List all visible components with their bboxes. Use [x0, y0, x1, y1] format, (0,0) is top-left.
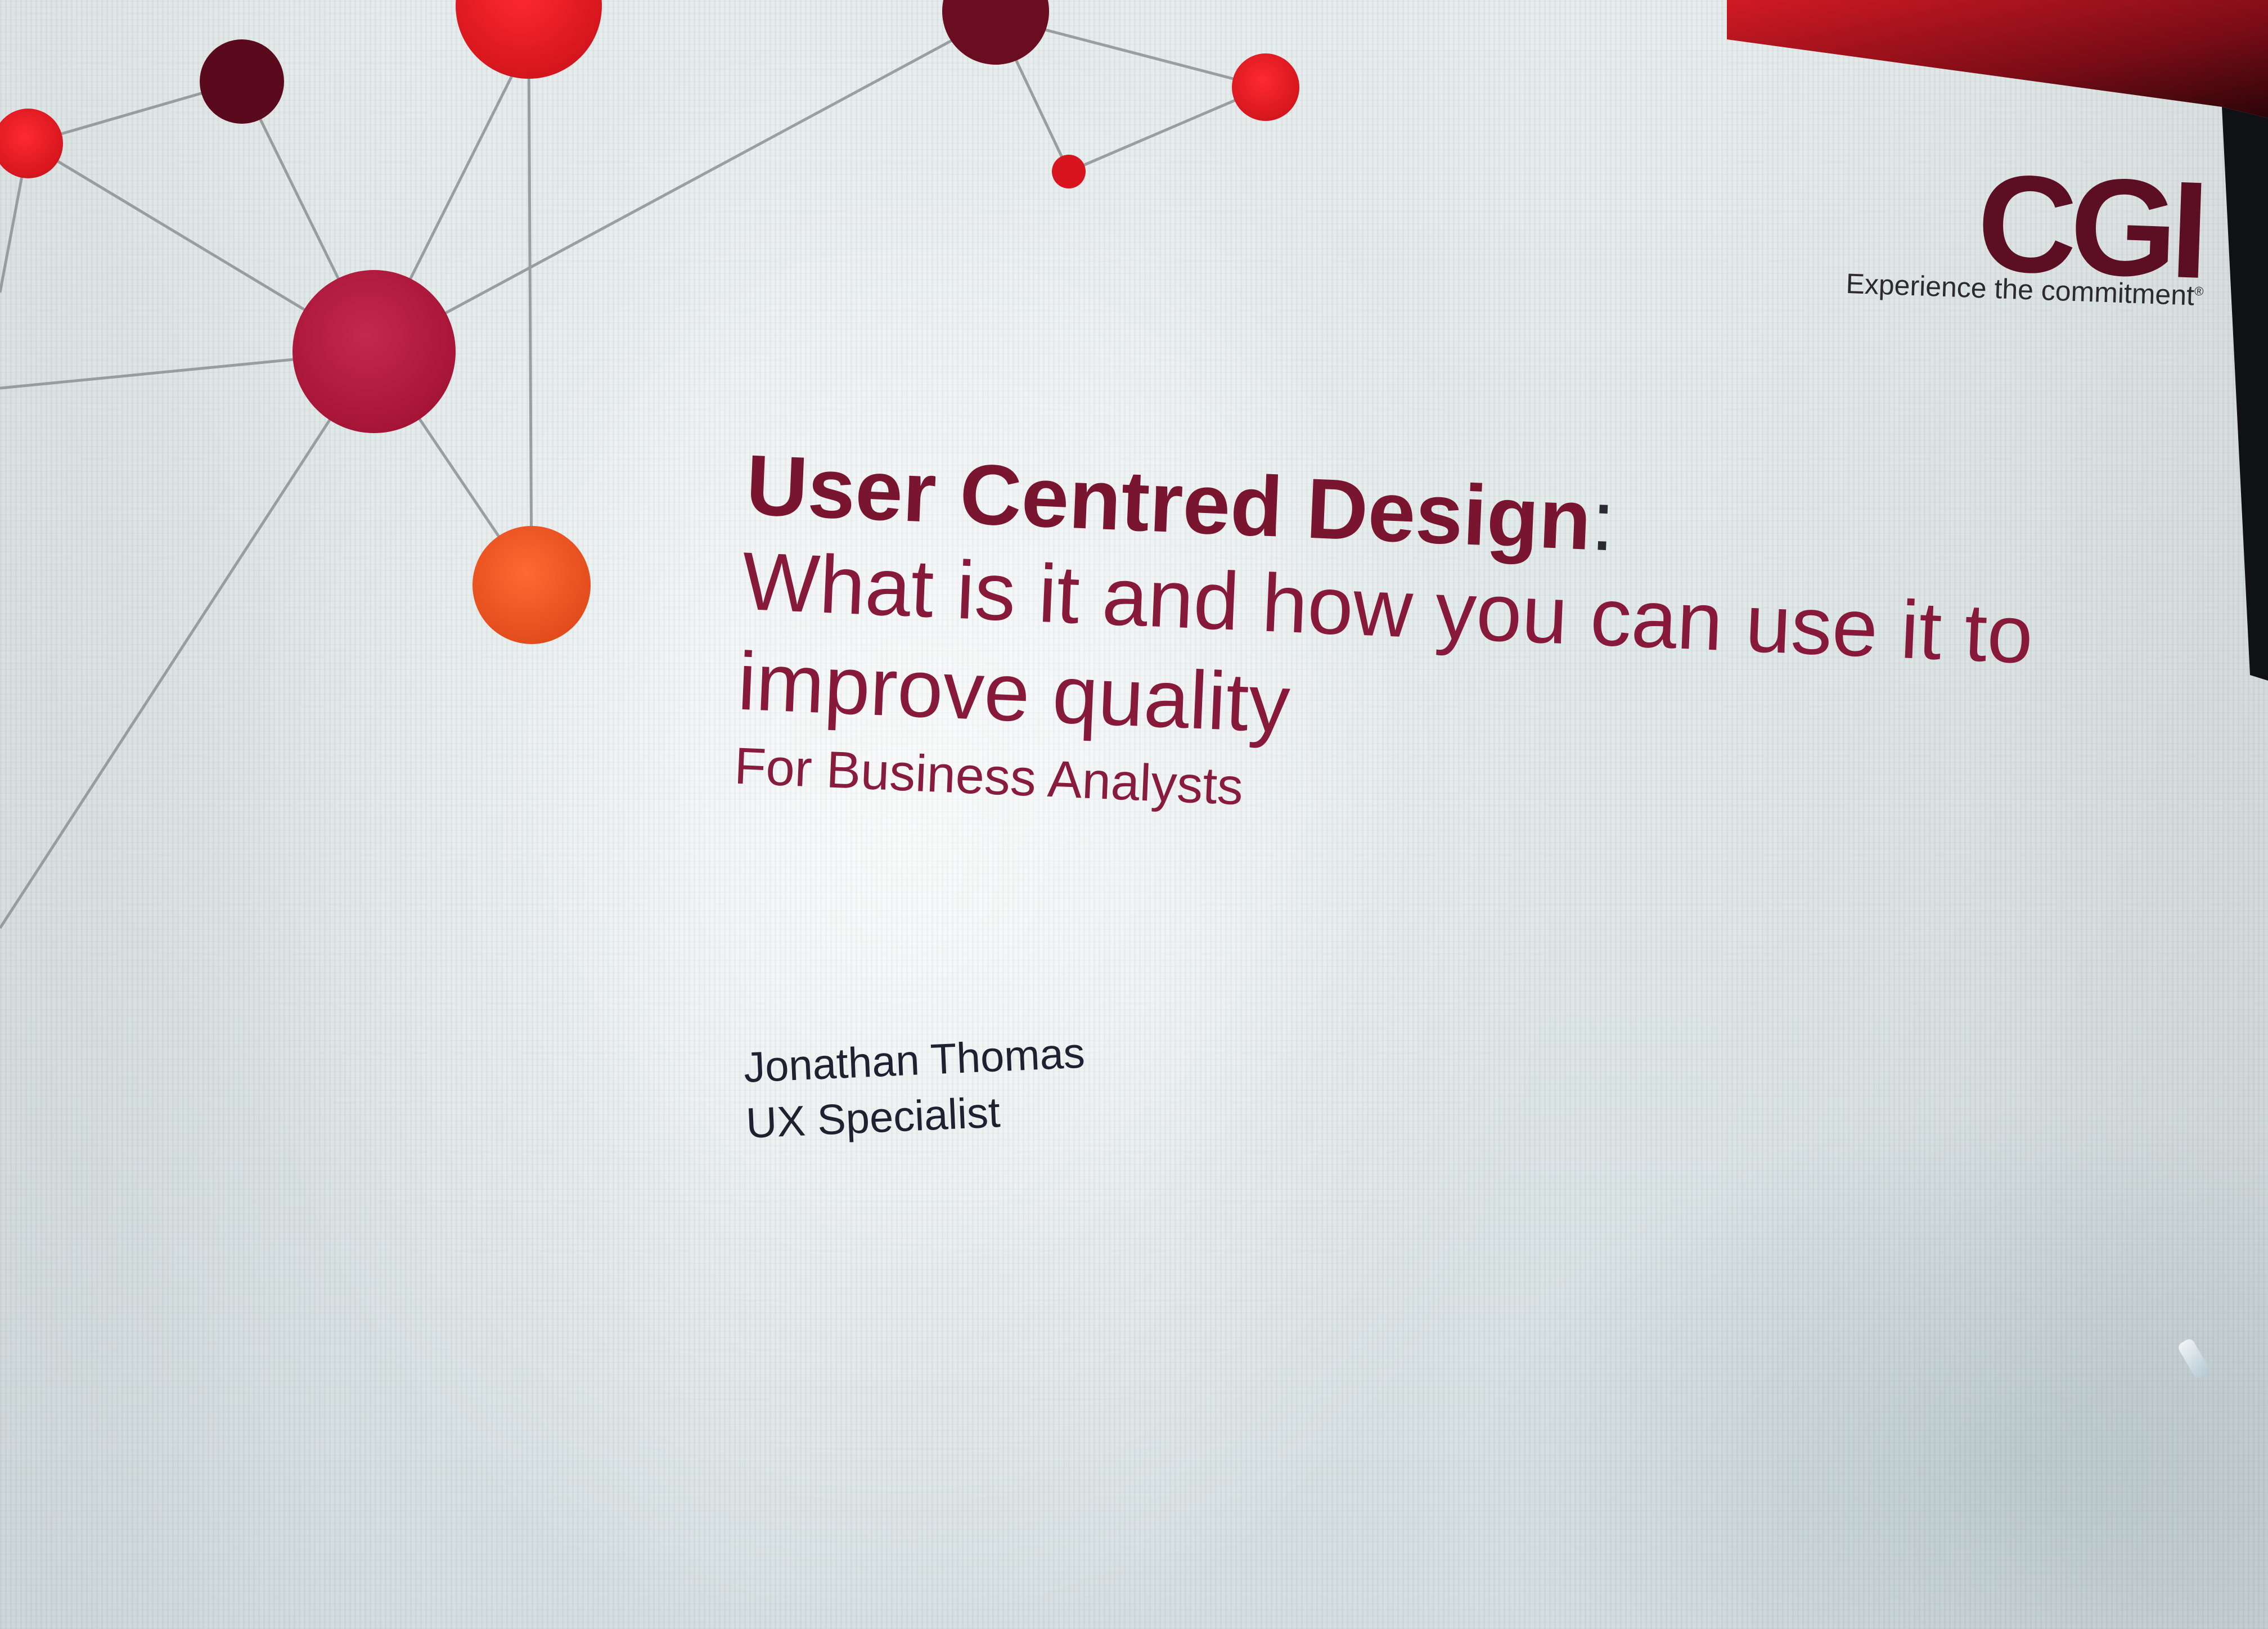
molecule-network-icon — [0, 0, 1299, 929]
network-node-red — [1232, 53, 1299, 121]
network-node-red — [0, 109, 63, 178]
network-node-large — [292, 270, 456, 433]
network-node-red — [456, 0, 602, 79]
network-line — [527, 42, 533, 586]
slide-title-block: User Centred Design: What is it and how … — [733, 437, 2041, 850]
presenter-info: Jonathan Thomas UX Specialist — [742, 1026, 1088, 1152]
title-colon: : — [1589, 472, 1617, 569]
network-line — [1068, 86, 1266, 173]
network-node-orange — [472, 526, 591, 644]
cgi-logo: CGI Experience the commitment® — [1844, 145, 2205, 341]
network-line — [373, 15, 997, 353]
registered-mark: ® — [2194, 284, 2204, 299]
network-node-dark — [942, 0, 1049, 65]
network-node-dark — [200, 39, 284, 124]
network-line — [0, 350, 376, 929]
network-node-small — [1052, 155, 1086, 188]
